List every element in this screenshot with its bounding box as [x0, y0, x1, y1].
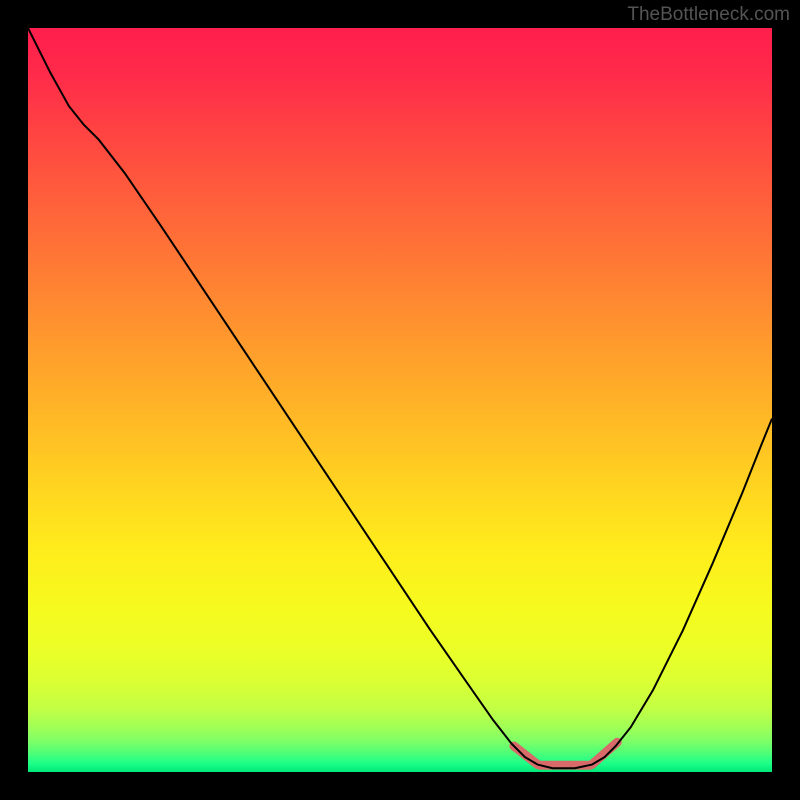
bottleneck-curve: [28, 28, 772, 768]
attribution-text: TheBottleneck.com: [627, 4, 790, 26]
curve-layer: [28, 28, 772, 772]
chart-area: [28, 28, 772, 772]
highlight-band: [514, 742, 617, 765]
chart-container: TheBottleneck.com: [0, 0, 800, 800]
